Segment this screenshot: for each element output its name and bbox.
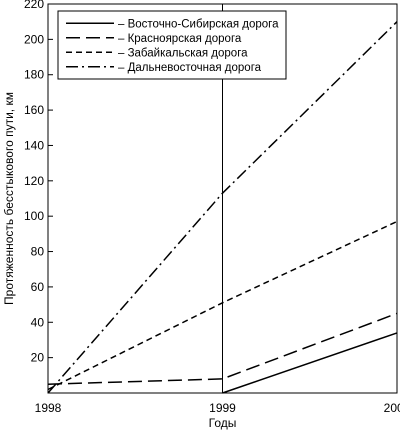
y-tick-label-60: 60 xyxy=(31,280,45,294)
series-line-1 xyxy=(222,332,398,394)
y-tick-label-220: 220 xyxy=(24,0,44,11)
y-tick-label-40: 40 xyxy=(31,315,45,329)
legend-label-3: – Забайкальская дорога xyxy=(118,47,248,59)
legend-label-1: – Восточно-Сибирская дорога xyxy=(118,18,279,30)
y-tick-labels: 20 40 60 80 100 120 140 160 180 200 220 xyxy=(24,0,53,365)
y-tick-label-140: 140 xyxy=(24,138,44,152)
x-axis-label: Годы xyxy=(209,416,237,430)
y-tick-label-160: 160 xyxy=(24,103,44,117)
series-lines xyxy=(47,21,398,394)
legend: – Восточно-Сибирская дорога – Красноярска… xyxy=(57,10,287,80)
y-tick-label-180: 180 xyxy=(24,68,44,82)
y-tick-label-20: 20 xyxy=(31,351,45,365)
legend-label-4: – Дальневосточная дорога xyxy=(118,62,262,74)
x-tick-labels: 1998 1999 2000 xyxy=(35,401,400,415)
plot-frame xyxy=(47,3,398,394)
series-line-3 xyxy=(47,220,398,391)
x-tick-label-1998: 1998 xyxy=(35,401,62,415)
x-tick-label-2000: 2000 xyxy=(384,401,400,415)
legend-box xyxy=(57,10,287,80)
x-tick-label-1999: 1999 xyxy=(209,401,236,415)
y-axis-label: Протяженность бесстыкового пути, км xyxy=(2,92,16,305)
y-tick-label-100: 100 xyxy=(24,209,44,223)
y-tick-label-80: 80 xyxy=(31,245,45,259)
legend-label-2: – Красноярская дорога xyxy=(118,33,242,45)
series-line-4 xyxy=(47,21,398,394)
y-tick-label-120: 120 xyxy=(24,174,44,188)
y-tick-label-200: 200 xyxy=(24,32,44,46)
